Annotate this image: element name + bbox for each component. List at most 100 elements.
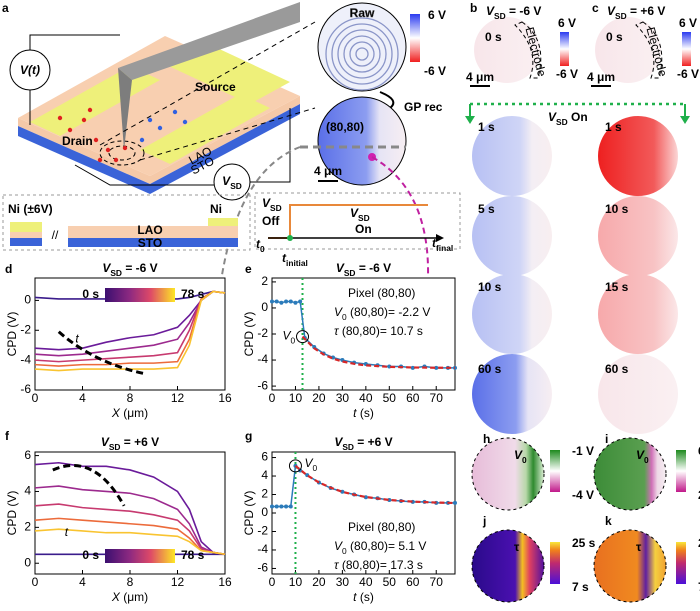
symbol: V: [350, 206, 359, 220]
series-line: [34, 528, 226, 556]
panel-label: d: [5, 262, 12, 276]
symbol: t: [282, 251, 287, 265]
x-tick-label: 70: [430, 575, 444, 589]
x-axis-label: t (s): [353, 406, 374, 420]
chart-title: VSD = -6 V: [336, 261, 391, 278]
text: = -6 V: [506, 4, 542, 18]
label: V0: [304, 456, 317, 473]
y-tick-label: 2: [24, 520, 31, 534]
text: (80,80)= 5.1 V: [347, 539, 427, 553]
x-tick-label: 60: [406, 391, 420, 405]
trend-arrow: [57, 330, 145, 376]
text: = +6 V: [354, 435, 393, 449]
label: LAO: [137, 223, 162, 237]
text: (μm): [120, 406, 148, 420]
colorbar: [550, 542, 560, 584]
map: [474, 17, 540, 83]
data-point: [293, 300, 298, 305]
device-schematic: [9, 2, 316, 201]
map: [593, 529, 667, 603]
electrode-outline: [514, 21, 542, 79]
label: Off: [262, 214, 280, 228]
subscript: 0: [342, 312, 347, 322]
x-tick-label: 0: [269, 575, 276, 589]
y-tick-label: 0: [261, 300, 268, 314]
label: V(t): [20, 63, 40, 77]
data-point: [270, 504, 274, 509]
symbol: X: [111, 590, 121, 604]
data-point: [363, 495, 368, 500]
frame: [2, 194, 251, 251]
x-tick-label: 10: [289, 391, 303, 405]
subscript: SD: [342, 442, 354, 452]
label: 78 s: [181, 287, 205, 301]
panel-label: k: [605, 514, 612, 528]
symbol: τ: [334, 324, 340, 338]
sto: [10, 238, 42, 246]
x-tick-label: 0: [32, 575, 39, 589]
x-tick-label: 0: [32, 391, 39, 405]
annotation: Pixel (80,80): [348, 520, 415, 534]
label: VSD: [350, 206, 370, 223]
chart-title: VSD = -6 V: [102, 261, 157, 278]
y-tick-label: 0: [24, 293, 31, 307]
map: [472, 116, 552, 196]
text: = +6 V: [627, 4, 666, 18]
label: STO: [138, 236, 162, 250]
symbol: V: [283, 329, 292, 343]
x-tick-label: 16: [218, 391, 232, 405]
symbol: V: [101, 435, 110, 449]
spiral: [325, 17, 399, 91]
maps: [465, 17, 691, 434]
ni: [208, 218, 238, 226]
v0-highlight: [296, 330, 309, 344]
frame: [254, 192, 461, 250]
arrow: [379, 91, 395, 109]
label: Ni: [210, 202, 222, 216]
y-tick-label: -6: [257, 561, 268, 575]
y-tick-label: 6: [24, 448, 31, 462]
subscript: SD: [615, 11, 627, 21]
symbol: V: [262, 196, 271, 210]
y-tick-label: -4: [257, 542, 268, 556]
y-axis-label: CPD (V): [5, 491, 19, 536]
y-axis-label: CPD (V): [242, 491, 256, 536]
subscript: SD: [110, 268, 122, 278]
y-axis-label: CPD (V): [242, 312, 256, 357]
subscript: SD: [230, 181, 242, 191]
tip: [118, 68, 132, 150]
x-axis-label: t (s): [353, 590, 374, 604]
symbol: V: [334, 435, 343, 449]
colorbar: [105, 549, 175, 563]
label: On: [355, 222, 372, 236]
label: 5 s: [478, 202, 495, 216]
label: 60 s: [478, 362, 502, 376]
map: [598, 196, 678, 276]
on-arrow: [469, 104, 686, 118]
label: 0 s: [606, 30, 623, 44]
x-tick-label: 4: [79, 391, 86, 405]
label: 0 s: [485, 30, 502, 44]
panel-label: e: [245, 262, 252, 276]
subscript: 0: [291, 336, 296, 346]
y-tick-label: 4: [24, 484, 31, 498]
text: (s): [357, 406, 374, 420]
arrowhead: [680, 116, 690, 124]
label: VSD On: [548, 110, 588, 127]
y-tick-label: -2: [20, 322, 31, 336]
label: V0: [514, 448, 527, 465]
x-axis-label: X (μm): [111, 590, 148, 604]
label: t: [75, 331, 79, 345]
annotation: V0 (80,80)= -2.2 V: [334, 305, 430, 322]
panel-label: f: [5, 429, 10, 443]
symbol: V: [607, 4, 616, 18]
subscript: 0: [644, 455, 649, 465]
symbol: X: [111, 406, 121, 420]
subscript: SD: [109, 442, 121, 452]
map: [471, 529, 545, 603]
label: -4 V: [572, 488, 594, 502]
map: [472, 196, 552, 276]
label: VSD: [222, 174, 242, 191]
data-point: [274, 504, 279, 509]
label: t0: [256, 237, 265, 254]
